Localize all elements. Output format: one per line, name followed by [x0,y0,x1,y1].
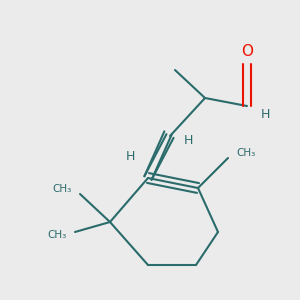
Text: H: H [125,149,135,163]
Text: CH₃: CH₃ [236,148,255,158]
Text: CH₃: CH₃ [53,184,72,194]
Text: CH₃: CH₃ [48,230,67,240]
Text: H: H [261,107,270,121]
Text: O: O [241,44,253,59]
Text: H: H [183,134,193,148]
